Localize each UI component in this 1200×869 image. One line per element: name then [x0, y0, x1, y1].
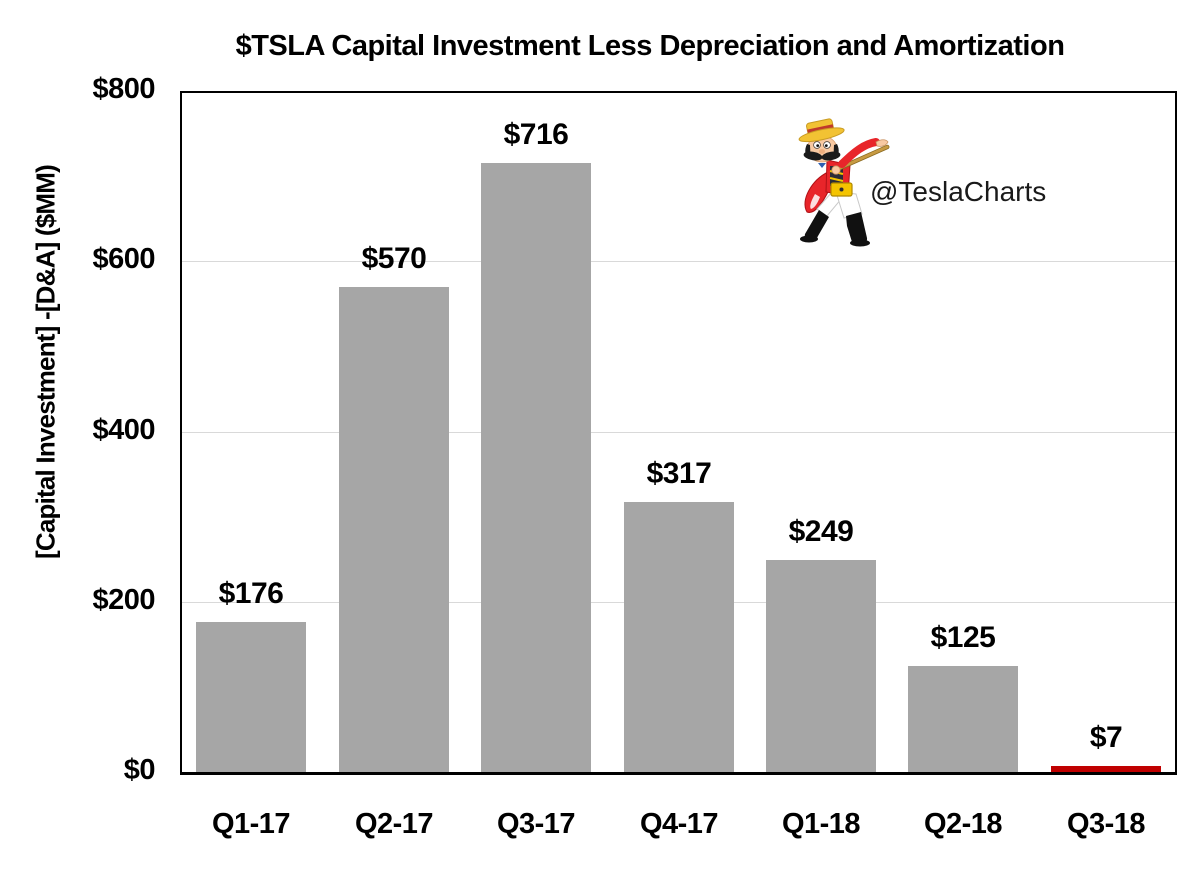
bar-value-label: $7 [1089, 721, 1123, 754]
bar [908, 666, 1018, 772]
x-tick-label: Q2-18 [923, 808, 1003, 840]
x-tick-label: Q4-17 [639, 808, 719, 840]
teslacharts-ringmaster-mascot-icon [798, 118, 890, 247]
x-tick-label: Q2-17 [354, 808, 434, 840]
y-tick-label: $400 [92, 414, 155, 446]
y-tick-label: $800 [92, 73, 155, 105]
bar [1051, 766, 1161, 772]
bar-value-label: $249 [788, 515, 854, 548]
gridline [180, 261, 1177, 262]
y-tick-label: $0 [123, 754, 156, 786]
bar [196, 622, 306, 772]
y-tick-label: $600 [92, 243, 155, 275]
chart-title: $TSLA Capital Investment Less Depreciati… [235, 30, 1065, 62]
y-tick-label: $200 [92, 584, 155, 616]
bar [766, 560, 876, 772]
x-tick-label: Q3-17 [496, 808, 576, 840]
bar [339, 287, 449, 772]
bar [624, 502, 734, 772]
bar-value-label: $176 [218, 577, 284, 610]
x-tick-label: Q3-18 [1066, 808, 1146, 840]
watermark-handle: @TeslaCharts [870, 176, 1047, 207]
x-tick-label: Q1-17 [211, 808, 291, 840]
bar-value-label: $570 [361, 242, 427, 275]
bar-value-label: $317 [646, 457, 712, 490]
bar-value-label: $125 [930, 621, 996, 654]
bar [481, 163, 591, 772]
watermark: @TeslaCharts [782, 112, 1046, 257]
x-tick-label: Q1-18 [781, 808, 861, 840]
bar-value-label: $716 [503, 118, 569, 151]
y-axis-title: [Capital Investment] -[D&A] ($MM) [30, 165, 61, 559]
gridline [180, 432, 1177, 433]
